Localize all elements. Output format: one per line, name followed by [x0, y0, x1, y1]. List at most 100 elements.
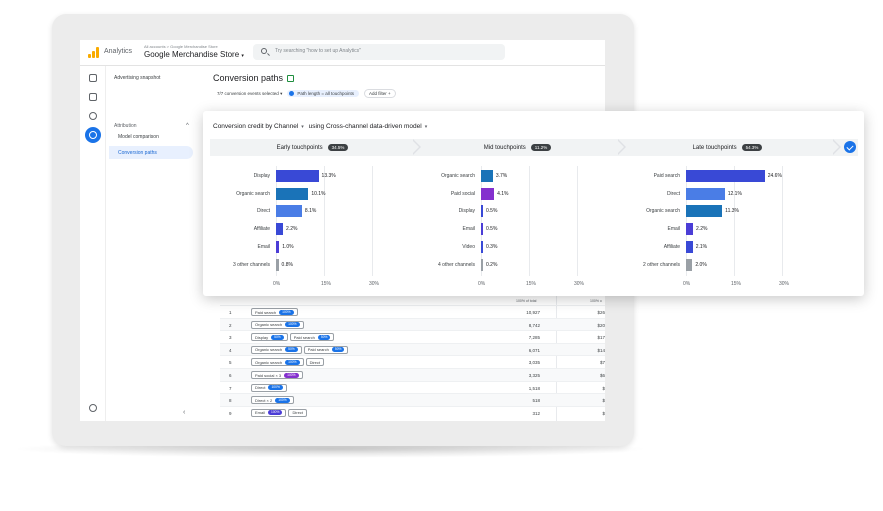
stage-1[interactable]: Mid touchpoints 11.2%	[415, 139, 620, 156]
model-selector[interactable]: using Cross-channel data-driven model ▾	[309, 123, 431, 130]
conversions-value: 518	[532, 398, 540, 404]
channel-chart-2: Paid search 24.6% Direct 12.1% Organic searc…	[613, 166, 818, 287]
sidebar: Advertising snapshot Attribution ^ Model…	[106, 66, 196, 421]
row-number: 8	[229, 398, 232, 404]
table-row[interactable]: 6 Paid social × 3 100% 3,325 $6	[220, 368, 605, 381]
channel-bar[interactable]	[481, 223, 483, 236]
card-title: Conversion credit by Channel ▾ using Cros…	[213, 123, 430, 130]
bar-value-label: 10.1%	[311, 190, 326, 197]
column-divider	[556, 295, 557, 421]
path-step[interactable]: Organic search 50%	[251, 345, 302, 354]
conversion-path: Paid social × 3 100%	[251, 371, 303, 379]
channel-bar[interactable]	[686, 170, 765, 182]
stage-0[interactable]: Early touchpoints 34.5%	[210, 139, 415, 156]
path-step-label: Email	[255, 410, 266, 416]
path-step-label: Display	[255, 334, 269, 340]
conversion-path: Organic search 50% Paid search 50%	[251, 345, 349, 354]
channel-bar[interactable]	[481, 258, 483, 271]
stage-label: Early touchpoints	[276, 144, 323, 151]
channel-label: Email	[462, 226, 475, 233]
table-row[interactable]: 3 Display 50% Paid search 50% 7,285 $17	[220, 330, 605, 343]
chevron-down-icon: ▾	[301, 124, 304, 130]
bar-value-label: 24.6%	[767, 173, 782, 179]
column-header-conversions[interactable]: 100% of total	[516, 299, 537, 303]
channel-bar[interactable]	[686, 223, 694, 236]
channel-bar[interactable]	[686, 240, 693, 253]
property-selector[interactable]: Google Merchandise Store ▾	[144, 50, 244, 59]
add-filter-button[interactable]: Add filter +	[364, 89, 396, 98]
sidebar-section-attribution[interactable]: Attribution	[114, 123, 137, 129]
sidebar-item-conversion-paths[interactable]: Conversion paths	[118, 150, 157, 156]
revenue-value: $	[602, 410, 605, 416]
home-icon[interactable]	[89, 74, 97, 82]
filter-chip[interactable]: Path length = all touchpoints	[287, 90, 359, 97]
path-step[interactable]: Display 50%	[251, 333, 288, 342]
table-row[interactable]: 4 Organic search 50% Paid search 50% 6,071 $14	[220, 342, 605, 356]
path-step[interactable]: Direct × 2 100%	[251, 396, 294, 405]
revenue-value: $17	[597, 335, 605, 341]
table-row[interactable]: 5 Organic search 100% Direct 3,035 $7	[220, 355, 605, 368]
conversions-value: 7,285	[528, 335, 540, 341]
row-number: 5	[229, 360, 232, 366]
channel-bar[interactable]	[686, 205, 723, 218]
check-circle-icon[interactable]	[844, 141, 856, 153]
path-step[interactable]: Paid search 100%	[251, 308, 298, 316]
table-row[interactable]: 2 Organic search 100% 8,742 $20	[220, 317, 605, 331]
channel-bar[interactable]	[276, 187, 309, 200]
path-step[interactable]: Direct	[305, 358, 325, 367]
channel-bar[interactable]	[276, 258, 279, 271]
column-header-revenue[interactable]: 100% o	[590, 299, 602, 303]
table-row[interactable]: 9 Email 100% Direct 312 $	[220, 405, 605, 419]
channel-bar[interactable]	[276, 223, 284, 236]
path-step[interactable]: Paid social × 3 100%	[251, 371, 303, 379]
collapse-sidebar-icon[interactable]: ‹	[183, 409, 186, 416]
channel-label: Paid search	[653, 173, 680, 179]
add-filter-label: Add filter	[369, 91, 387, 96]
search-input[interactable]: Try searching "how to set up Analytics"	[253, 44, 505, 60]
row-number: 9	[229, 410, 232, 416]
stage-2[interactable]: Late touchpoints 54.3%	[620, 139, 835, 156]
path-step[interactable]: Email 100%	[251, 408, 287, 417]
credit-tag: 100%	[268, 385, 283, 391]
path-step[interactable]: Paid search 50%	[289, 333, 335, 342]
credit-tag: 100%	[284, 372, 299, 378]
gridline	[481, 166, 482, 276]
path-step[interactable]: Direct 100%	[251, 383, 287, 392]
table-row[interactable]: 7 Direct 100% 1,518 $	[220, 380, 605, 394]
revenue-value: $	[602, 398, 605, 404]
channel-bar[interactable]	[686, 187, 725, 200]
breadcrumb[interactable]: All accounts > Google Merchandise Store	[144, 44, 218, 49]
channel-bar[interactable]	[481, 170, 493, 182]
channel-bar[interactable]	[276, 170, 319, 182]
search-icon	[261, 48, 267, 54]
chevron-up-icon[interactable]: ^	[186, 123, 189, 129]
path-step[interactable]: Paid search 50%	[303, 345, 349, 354]
gridline	[324, 166, 325, 276]
channel-bar[interactable]	[481, 187, 495, 200]
channel-bar[interactable]	[481, 205, 483, 218]
path-step[interactable]: Organic search 100%	[251, 358, 304, 367]
gear-icon[interactable]	[89, 404, 97, 412]
conversion-path: Organic search 100%	[251, 320, 304, 329]
axis-tick-label: 15%	[731, 281, 742, 287]
explore-icon[interactable]	[89, 112, 97, 120]
sidebar-item-model-comparison[interactable]: Model comparison	[118, 134, 159, 140]
bar-value-label: 0.5%	[486, 226, 498, 233]
channel-bar[interactable]	[481, 240, 483, 253]
revenue-value: $	[602, 385, 605, 391]
channel-bar[interactable]	[276, 240, 280, 253]
channel-bar[interactable]	[276, 205, 302, 218]
path-step[interactable]: Direct	[288, 408, 307, 417]
path-step[interactable]: Organic search 100%	[251, 320, 304, 329]
channel-bar[interactable]	[686, 258, 693, 271]
conversion-path: Organic search 100% Direct	[251, 358, 325, 367]
table-row[interactable]: 1 Paid search 100% 10,927 $26	[220, 305, 605, 318]
table-row[interactable]: 8 Direct × 2 100% 518 $	[220, 393, 605, 406]
reports-icon[interactable]	[89, 93, 97, 101]
channel-label: Paid social	[450, 190, 475, 197]
sidebar-item-advertising-snapshot[interactable]: Advertising snapshot	[114, 75, 161, 81]
events-selector[interactable]: 7/7 conversion events selected ▾	[217, 91, 282, 97]
dimension-selector[interactable]: Conversion credit by Channel ▾	[213, 123, 307, 130]
advertising-icon[interactable]	[85, 127, 101, 143]
bar-value-label: 3.7%	[495, 173, 508, 179]
